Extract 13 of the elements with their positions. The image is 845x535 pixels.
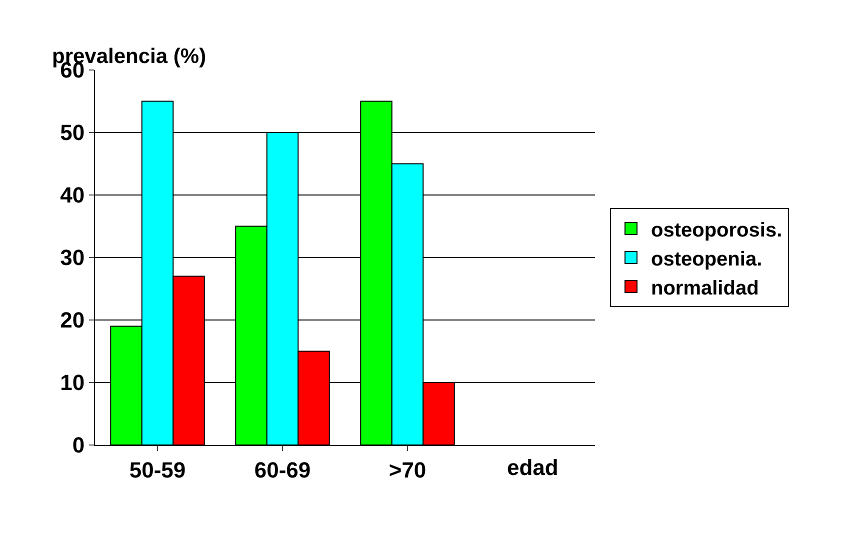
x-tick-label: 60-69 [254,457,311,482]
x-axis-title: edad [507,455,558,480]
y-tick-label: 30 [60,245,85,270]
x-tick-label: 50-59 [129,457,186,482]
y-tick-label: 20 [60,308,85,333]
y-tick-label: 0 [72,432,85,458]
legend-label: osteopenia. [651,248,762,270]
y-tick-label: 10 [60,370,85,396]
legend-label: osteoporosis. [651,219,782,242]
x-tick-label: >70 [388,457,426,482]
legend-label: normalidad [651,277,759,300]
y-tick-label: 40 [60,182,85,208]
y-tick-label: 50 [60,120,85,146]
